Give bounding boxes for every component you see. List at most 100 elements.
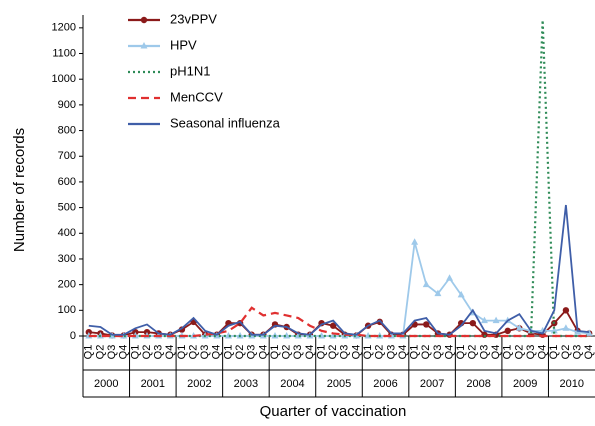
series-line [88,306,590,338]
x-tick-label: Q1 [502,345,514,360]
marker [411,238,419,245]
y-tick-label: 800 [58,124,76,136]
marker [329,322,337,329]
group-label: 2005 [327,378,351,390]
x-tick-label: Q3 [246,345,258,360]
group-label: 2009 [513,378,537,390]
x-tick-label: Q2 [560,345,572,360]
x-tick-label: Q1 [222,345,234,360]
group-label: 2006 [373,378,397,390]
x-tick-label: Q3 [478,345,490,360]
x-tick-label: Q4 [118,345,130,360]
y-tick-label: 700 [58,150,76,162]
x-tick-label: Q2 [187,345,199,360]
x-tick-label: Q2 [467,345,479,360]
x-axis-title: Quarter of vaccination [260,403,407,420]
group-label: 2008 [466,378,490,390]
x-tick-label: Q4 [164,345,176,360]
series-line [88,204,590,336]
series-line [88,20,590,338]
x-tick-label: Q3 [525,345,537,360]
x-tick-label: Q3 [153,345,165,360]
x-tick-label: Q4 [443,345,455,360]
x-tick-label: Q1 [362,345,374,360]
x-tick-label: Q2 [420,345,432,360]
marker [423,321,430,328]
x-tick-label: Q2 [94,345,106,360]
x-tick-label: Q4 [583,345,595,360]
marker [469,319,477,327]
marker [515,324,523,331]
group-label: 2001 [141,378,165,390]
legend-label: Seasonal influenza [170,115,281,130]
y-tick-label: 400 [58,227,76,239]
group-label: 2003 [234,378,258,390]
legend-marker [140,42,148,49]
marker [446,274,454,281]
marker [562,324,570,331]
x-tick-label: Q4 [257,345,269,360]
x-tick-label: Q1 [315,345,327,360]
x-tick-label: Q3 [292,345,304,360]
y-tick-label: 0 [70,330,76,342]
x-tick-label: Q3 [199,345,211,360]
series-line [88,308,590,337]
x-tick-label: Q1 [176,345,188,360]
legend-marker [140,16,148,24]
x-tick-label: Q3 [385,345,397,360]
x-tick-label: Q1 [129,345,141,360]
marker [480,316,488,324]
x-tick-label: Q3 [339,345,351,360]
x-tick-label: Q2 [234,345,246,360]
y-tick-label: 900 [58,99,76,111]
marker [585,329,593,336]
x-tick-label: Q4 [537,345,549,360]
legend-label: MenCCV [170,89,223,104]
x-tick-label: Q3 [571,345,583,360]
group-label: 2002 [187,378,211,390]
x-tick-label: Q4 [304,345,316,360]
series-line [88,242,590,337]
marker [492,316,500,324]
legend-label: HPV [170,37,197,52]
y-tick-label: 1200 [52,22,76,34]
y-axis-title: Number of records [11,128,28,252]
x-tick-label: Q2 [513,345,525,360]
y-tick-label: 500 [58,202,76,214]
x-tick-label: Q1 [83,345,95,360]
x-tick-label: Q4 [350,345,362,360]
group-label: 2010 [559,378,583,390]
legend-label: pH1N1 [170,63,210,78]
y-tick-label: 600 [58,176,76,188]
marker [457,290,465,298]
x-tick-label: Q1 [455,345,467,360]
y-tick-label: 1100 [52,47,76,59]
y-tick-label: 200 [58,279,76,291]
x-tick-label: Q4 [211,345,223,360]
marker [481,331,488,338]
group-label: 2004 [280,378,304,390]
x-tick-label: Q3 [106,345,118,360]
x-tick-label: Q2 [327,345,339,360]
x-tick-label: Q2 [141,345,153,360]
y-tick-label: 100 [58,304,76,316]
marker [562,307,570,314]
y-tick-label: 300 [58,253,76,265]
marker [504,327,511,335]
marker [550,326,558,334]
x-tick-label: Q4 [490,345,502,360]
legend-label: 23vPPV [170,11,217,26]
group-label: 2000 [94,378,118,390]
x-tick-label: Q4 [397,345,409,360]
x-tick-label: Q1 [409,345,421,360]
x-tick-label: Q3 [432,345,444,360]
y-tick-label: 1000 [52,73,76,85]
x-tick-label: Q2 [281,345,293,360]
x-tick-label: Q2 [374,345,386,360]
marker [434,289,442,297]
group-label: 2007 [420,378,444,390]
x-tick-label: Q1 [269,345,281,360]
x-tick-label: Q1 [548,345,560,360]
marker [422,280,430,288]
